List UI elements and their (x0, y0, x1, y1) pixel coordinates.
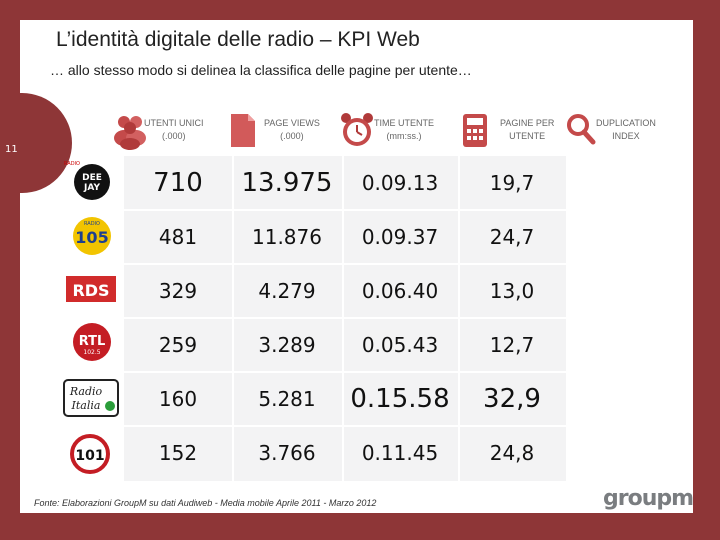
alarm-clock-icon (341, 113, 373, 146)
svg-text:Italia: Italia (71, 399, 101, 412)
cell-page-views: 11.876 (252, 225, 322, 249)
cell-time: 0.09.37 (361, 225, 439, 249)
cell-time: 0.09.13 (361, 171, 439, 195)
cell-time: 0.06.40 (361, 279, 439, 303)
column-label: PAGINE PER (500, 118, 555, 128)
svg-text:102.5: 102.5 (83, 349, 100, 356)
svg-text:RADIO: RADIO (64, 161, 80, 167)
svg-text:105: 105 (75, 228, 108, 247)
source-note: Fonte: Elaborazioni GroupM su dati Audiw… (34, 498, 377, 508)
column-unit: UTENTE (509, 131, 546, 141)
kpi-table (124, 156, 566, 481)
cell-pagine: 19,7 (489, 171, 535, 195)
svg-text:RADIO: RADIO (84, 221, 100, 227)
column-unit: INDEX (612, 131, 640, 141)
logo-rtl: RTL 102.5 (73, 323, 111, 361)
column-header-time: TIME UTENTE (mm:ss.) (338, 108, 450, 152)
logo-101: 101 (70, 434, 110, 474)
svg-text:Radio: Radio (69, 385, 103, 398)
cell-pagine: 12,7 (489, 333, 535, 357)
cell-page-views: 5.281 (258, 387, 316, 411)
svg-text:101: 101 (75, 448, 104, 464)
column-label: TIME UTENTE (374, 118, 434, 128)
cell-time: 0.15.58 (350, 384, 450, 414)
cell-time: 0.05.43 (361, 333, 439, 357)
calculator-icon (463, 114, 487, 147)
users-icon (114, 116, 146, 150)
cell-page-views: 4.279 (258, 279, 316, 303)
svg-text:RTL: RTL (79, 334, 106, 349)
cell-page-views: 3.766 (258, 441, 316, 465)
logo-rds: RDS (66, 276, 116, 302)
svg-text:RDS: RDS (72, 281, 109, 300)
slide-title: L’identità digitale delle radio – KPI We… (56, 28, 420, 51)
cell-pagine: 13,0 (489, 279, 535, 303)
column-label: UTENTI UNICI (144, 118, 204, 128)
column-unit: (mm:ss.) (386, 131, 422, 141)
slide-subtitle: … allo stesso modo si delinea la classif… (50, 62, 472, 78)
svg-text:JAY: JAY (83, 183, 100, 193)
column-header-utenti: UTENTI UNICI (.000) (110, 108, 222, 152)
column-unit: (.000) (161, 131, 186, 141)
cell-pagine: 24,8 (489, 441, 535, 465)
logo-radio-italia: Radio Italia (63, 379, 119, 417)
cell-pagine: 32,9 (483, 384, 541, 414)
logo-deejay: RADIO DEE JAY (64, 161, 110, 200)
cell-utenti: 329 (158, 279, 198, 303)
magnifier-icon (567, 114, 596, 145)
cell-utenti: 710 (153, 168, 203, 198)
cell-pagine: 24,7 (489, 225, 535, 249)
column-label: DUPLICATION (596, 118, 656, 128)
column-label: PAGE VIEWS (264, 118, 320, 128)
column-header-pagine: PAGINE PER UTENTE (460, 108, 572, 152)
column-header-duplication: DUPLICATION INDEX (566, 108, 686, 152)
cell-utenti: 481 (158, 225, 198, 249)
cell-page-views: 13.975 (241, 168, 333, 198)
groupm-logo: groupm (603, 486, 694, 511)
cell-page-views: 3.289 (258, 333, 316, 357)
column-header-page-views: PAGE VIEWS (.000) (228, 108, 340, 152)
logo-105: 105 RADIO (73, 217, 111, 255)
cell-time: 0.11.45 (361, 441, 439, 465)
svg-text:DEE: DEE (82, 173, 102, 183)
column-unit: (.000) (280, 131, 304, 141)
cell-utenti: 160 (158, 387, 198, 411)
page-number: 11 (5, 144, 18, 155)
cell-utenti: 259 (158, 333, 198, 357)
page-icon (231, 114, 255, 147)
cell-utenti: 152 (158, 441, 198, 465)
